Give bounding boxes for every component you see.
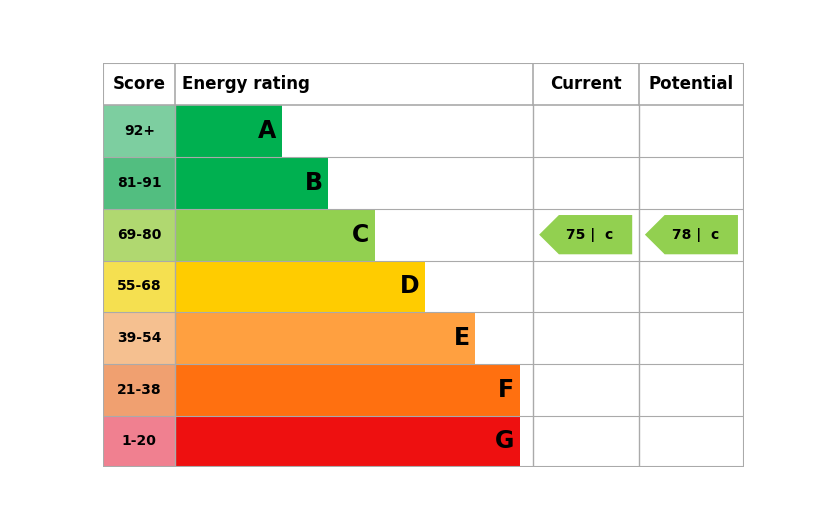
Text: 78 |  c: 78 | c [672,228,719,242]
Bar [519,364,533,416]
Bar [533,106,638,157]
Bar [533,157,638,209]
Text: Potential: Potential [649,75,734,93]
Text: Energy rating: Energy rating [182,75,309,93]
Bar [103,106,175,157]
Text: E: E [454,326,471,350]
Bar [328,157,533,209]
Bar [519,416,533,467]
Bar [175,106,282,157]
Bar [103,260,175,312]
Bar [175,209,375,260]
Bar [533,209,638,260]
Bar [103,209,175,260]
Bar [175,312,476,364]
Polygon shape [645,215,738,254]
Bar [103,416,175,467]
Bar [103,63,744,106]
Text: D: D [400,275,420,298]
Bar [638,312,744,364]
Bar [103,364,175,416]
Text: 75 |  c: 75 | c [566,228,614,242]
Text: F: F [499,377,514,402]
Text: Score: Score [112,75,165,93]
Bar [533,260,638,312]
Text: 1-20: 1-20 [122,434,156,448]
Bar [175,416,519,467]
Bar [175,364,519,416]
Text: 81-91: 81-91 [117,176,161,190]
Text: 69-80: 69-80 [117,228,161,242]
Bar [282,106,533,157]
Bar [533,312,638,364]
Bar [103,157,175,209]
Bar [638,106,744,157]
Text: 55-68: 55-68 [117,279,161,293]
Bar [375,209,533,260]
Text: B: B [305,171,323,195]
Bar [476,312,533,364]
Bar [103,312,175,364]
Bar [638,364,744,416]
Text: C: C [352,223,370,247]
Bar [175,157,328,209]
Text: 39-54: 39-54 [117,331,161,345]
Bar [638,416,744,467]
Bar [533,416,638,467]
Polygon shape [539,215,632,254]
Bar [638,209,744,260]
Text: G: G [495,429,514,454]
Text: 92+: 92+ [124,124,155,138]
Bar [533,364,638,416]
Text: A: A [258,119,276,143]
Bar [638,157,744,209]
Bar [175,260,425,312]
Bar [425,260,533,312]
Text: Current: Current [550,75,621,93]
Bar [638,260,744,312]
Text: 21-38: 21-38 [117,383,161,397]
